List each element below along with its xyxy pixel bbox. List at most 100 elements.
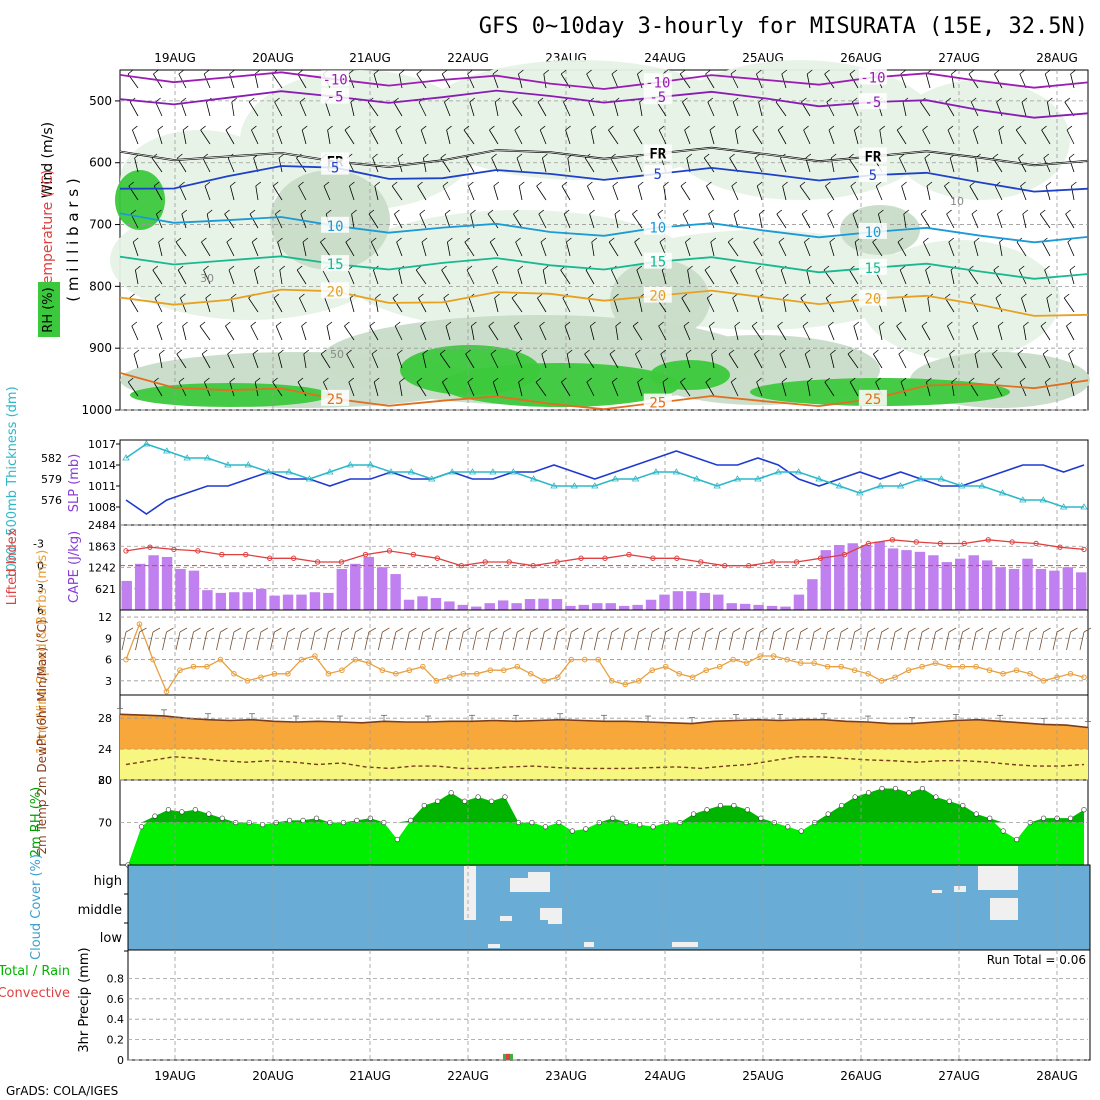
wind-barb xyxy=(536,181,542,187)
wind-barb xyxy=(467,73,475,89)
wind-barb xyxy=(1064,97,1071,103)
wind-barb xyxy=(730,265,736,271)
wind-barb xyxy=(804,353,811,369)
wind-barb xyxy=(638,627,646,633)
wind-point xyxy=(1013,667,1020,674)
wind-barb xyxy=(248,97,255,103)
wind-barb xyxy=(637,377,643,383)
wind-barb xyxy=(370,125,376,131)
wind-barb xyxy=(513,325,523,341)
wind-barb xyxy=(951,377,958,383)
cloud-level-label: middle xyxy=(78,903,122,918)
rh-point xyxy=(542,824,549,830)
wind-barb xyxy=(442,377,448,383)
clear-sky-patch xyxy=(500,916,512,921)
tick-label: 24 xyxy=(98,743,112,756)
wind-barb xyxy=(688,631,694,651)
cape-bar xyxy=(350,563,361,610)
wind-barb xyxy=(968,69,975,75)
wind-barb xyxy=(421,241,427,257)
wind-barb xyxy=(923,241,931,257)
wind-barb xyxy=(660,353,667,369)
rh-point xyxy=(798,828,804,834)
wind-barb xyxy=(467,69,473,75)
wind-barb xyxy=(134,157,139,173)
wind-barb xyxy=(997,325,1003,341)
wind-point xyxy=(258,674,264,681)
wind-barb xyxy=(974,349,981,355)
rh-point xyxy=(421,802,427,809)
wind-barb xyxy=(849,73,859,89)
wind-barb xyxy=(469,97,476,103)
thickness-point xyxy=(366,461,375,468)
wind-barb xyxy=(272,185,283,201)
wind-barb xyxy=(711,349,717,355)
wind-barb xyxy=(639,101,643,117)
wind-barb xyxy=(711,353,715,369)
wind-barb xyxy=(367,101,379,117)
li-point xyxy=(267,555,273,561)
wind-barb xyxy=(446,129,451,145)
wind-barb xyxy=(399,69,405,75)
thickness-point xyxy=(468,468,477,475)
wind-barb xyxy=(1021,97,1028,103)
wind-barb xyxy=(130,209,137,215)
wind-barb xyxy=(182,321,188,327)
wind-barb xyxy=(230,297,235,313)
wind-barb xyxy=(231,101,235,117)
wind-barb xyxy=(541,353,547,369)
cape-bar xyxy=(941,562,953,610)
wind-barb xyxy=(536,185,547,201)
wind-barb xyxy=(587,185,595,201)
rh-area-high xyxy=(128,788,1084,823)
isotherm--10 xyxy=(119,71,1089,90)
wind-barb xyxy=(227,157,235,173)
wind-barb xyxy=(539,321,545,327)
wind-barb xyxy=(779,353,787,369)
wind-barb xyxy=(1068,353,1075,369)
wind-barb xyxy=(848,157,859,173)
wind-barb xyxy=(560,69,567,75)
wind-barb xyxy=(301,321,307,327)
rh-point xyxy=(879,785,885,792)
wind-barb xyxy=(612,185,619,201)
clear-sky-patch xyxy=(584,942,594,947)
wind-barb xyxy=(283,631,289,651)
wind-barb xyxy=(1045,377,1051,383)
wind-barb xyxy=(346,353,355,369)
wind-barb xyxy=(1042,241,1051,257)
wind-barb xyxy=(997,209,1003,215)
wind-barb xyxy=(992,353,1003,369)
wind-barb xyxy=(439,349,446,355)
wind-barb xyxy=(756,73,763,89)
wind-barb xyxy=(968,377,975,383)
tick-label: 9 xyxy=(105,632,112,645)
wind-barb xyxy=(709,125,716,131)
wind-barb xyxy=(778,241,787,257)
cape-bar xyxy=(471,606,482,610)
wind-barb xyxy=(776,213,787,229)
wind-barb xyxy=(226,237,233,243)
cape-bar xyxy=(753,604,764,610)
wind-barb xyxy=(347,269,355,285)
wind-barb xyxy=(158,241,163,257)
rh-point xyxy=(960,802,966,809)
wind-barb xyxy=(1070,381,1075,397)
wind-barb xyxy=(587,293,594,299)
wind-barb xyxy=(563,213,571,229)
wind-barb xyxy=(1063,297,1075,313)
wind-barb xyxy=(1068,153,1075,159)
wind-barb xyxy=(202,631,208,651)
wind-barb xyxy=(1044,69,1051,75)
isotherm-label-bg xyxy=(643,144,672,161)
wind-barb xyxy=(252,349,259,355)
wind-barb xyxy=(1070,377,1077,383)
wind-barb xyxy=(692,627,700,633)
tick-label: 1014 xyxy=(88,459,116,472)
wind-barb xyxy=(611,69,618,75)
wind-barb xyxy=(492,377,499,383)
panel-upper-air-ylabel: ( m i l l i b a r s ) Wind (m/s)Temperatu… xyxy=(38,122,82,337)
wind-barb xyxy=(800,297,811,313)
wind-barb xyxy=(997,321,1004,327)
wind-barb xyxy=(685,241,691,257)
